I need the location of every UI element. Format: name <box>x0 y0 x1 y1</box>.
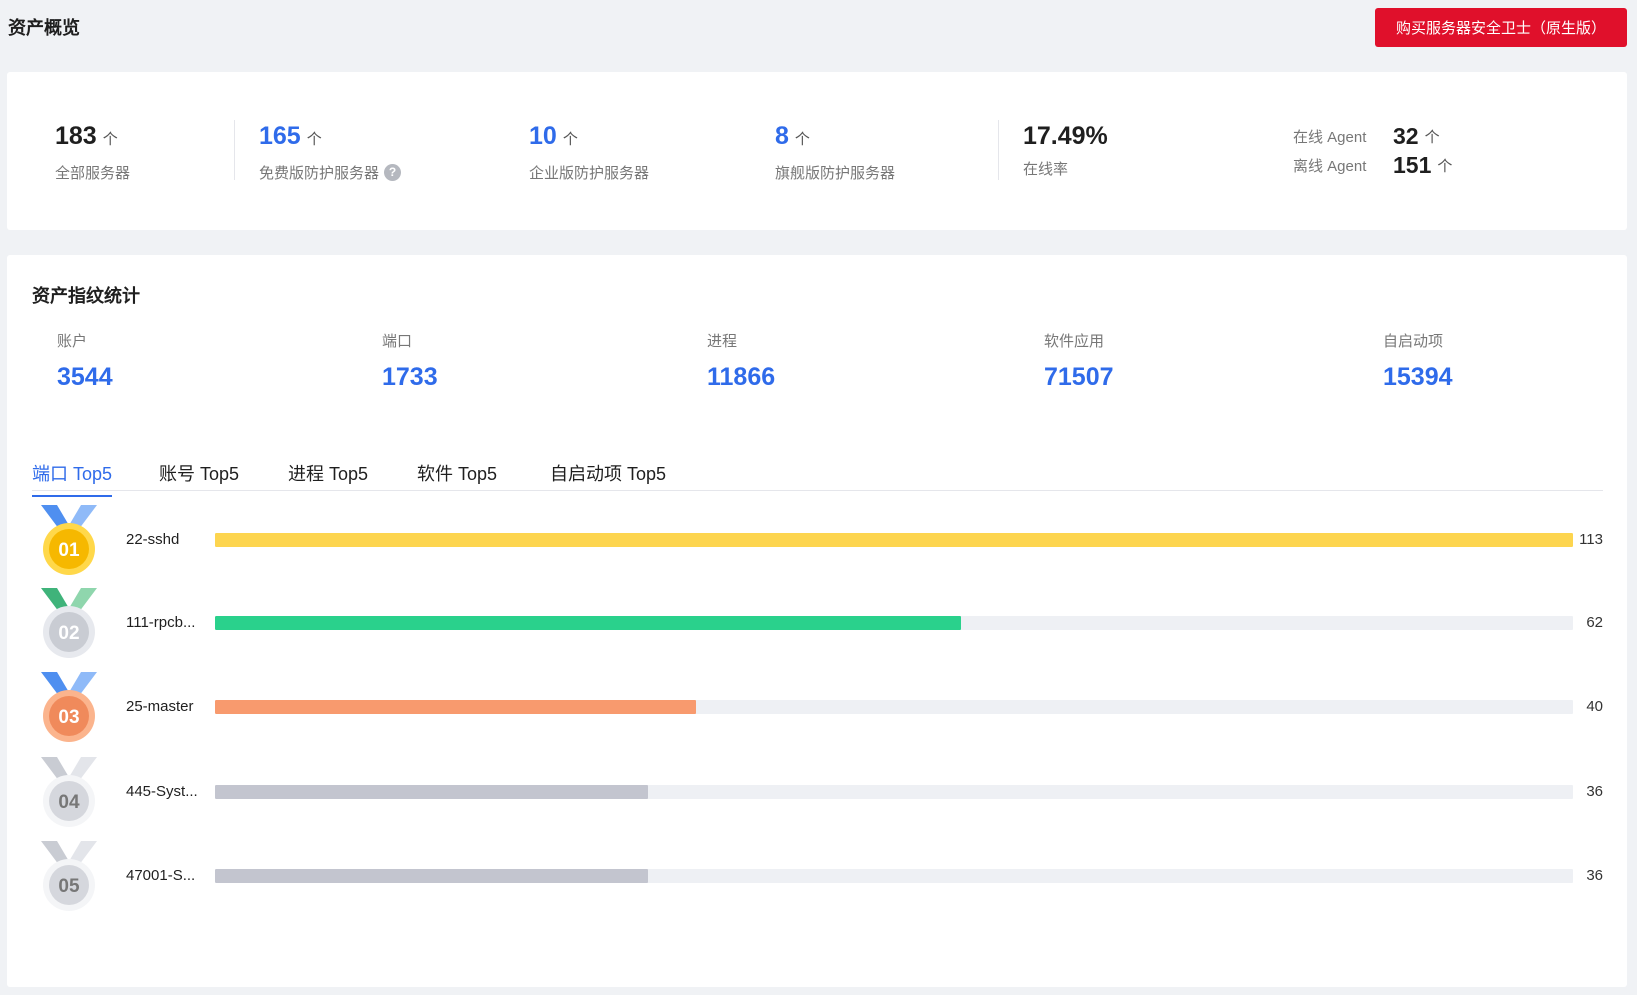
flagship-servers-unit: 个 <box>794 131 810 148</box>
stat-processes[interactable]: 进程 11866 <box>707 330 775 392</box>
ranking-bar-fill <box>215 869 649 883</box>
asset-fingerprint-card: 资产指纹统计 账户 3544 端口 1733 进程 11866 软件应用 715… <box>7 255 1627 987</box>
svg-text:03: 03 <box>58 707 79 728</box>
online-agent-label: 在线 Agent <box>1293 129 1367 146</box>
help-icon[interactable]: ? <box>384 164 402 181</box>
stat-label: 账户 <box>57 333 88 350</box>
offline-agent-row[interactable]: 离线 Agent 151 个 <box>1293 151 1452 180</box>
stat-value: 71507 <box>1044 363 1114 391</box>
stat-value: 11866 <box>707 363 776 391</box>
medal-05-icon: 05 <box>32 839 106 915</box>
total-servers-stat[interactable]: 183 个 全部服务器 <box>55 122 130 183</box>
total-servers-unit: 个 <box>102 131 118 148</box>
offline-agent-value: 151 <box>1393 152 1432 178</box>
svg-text:05: 05 <box>58 876 80 897</box>
ranking-count: 62 <box>1586 614 1603 631</box>
buy-security-guard-button[interactable]: 购买服务器安全卫士（原生版） <box>1375 8 1627 47</box>
ranking-count: 36 <box>1586 783 1603 800</box>
page-title: 资产概览 <box>8 18 80 38</box>
stat-software[interactable]: 软件应用 71507 <box>1044 330 1114 392</box>
medal-02-icon: 02 <box>32 586 106 662</box>
ranking-count: 40 <box>1586 698 1603 715</box>
enterprise-servers-stat[interactable]: 10 个 企业版防护服务器 <box>529 122 649 183</box>
flagship-servers-label: 旗舰版防护服务器 <box>775 165 896 182</box>
agent-status: 在线 Agent 32 个 离线 Agent 151 个 <box>1293 122 1452 180</box>
ranking-row: 05 47001-S... 36 <box>32 839 1603 915</box>
ranking-row: 01 22-sshd 113 <box>32 503 1603 579</box>
ranking-bar-track <box>215 533 1573 547</box>
svg-text:01: 01 <box>58 540 80 561</box>
total-servers-value: 183 <box>55 122 97 150</box>
offline-agent-label: 离线 Agent <box>1293 158 1367 175</box>
free-servers-stat[interactable]: 165 个 免费版防护服务器? <box>259 122 402 183</box>
ranking-row: 02 111-rpcb... 62 <box>32 586 1603 662</box>
stat-accounts[interactable]: 账户 3544 <box>57 330 113 392</box>
online-agent-unit: 个 <box>1424 129 1440 146</box>
ranking-row: 04 445-Syst... 36 <box>32 755 1603 831</box>
stat-value: 15394 <box>1383 363 1453 391</box>
stat-label: 进程 <box>707 333 738 350</box>
divider <box>998 120 999 180</box>
online-agent-row[interactable]: 在线 Agent 32 个 <box>1293 122 1452 151</box>
asset-overview-card: 183 个 全部服务器 165 个 免费版防护服务器? 10 个 企业版防护服务器 8… <box>7 72 1627 230</box>
divider <box>234 120 235 180</box>
free-servers-label: 免费版防护服务器 <box>259 165 380 182</box>
online-rate-value: 17.49% <box>1023 122 1108 150</box>
online-rate-label: 在线率 <box>1023 161 1069 178</box>
ranking-bar-track <box>215 700 1573 714</box>
tab-process-top5[interactable]: 进程 Top5 <box>288 464 369 484</box>
top5-tabs: 端口 Top5 账号 Top5 进程 Top5 软件 Top5 自启动项 Top… <box>32 450 1603 497</box>
ranking-name[interactable]: 25-master <box>126 698 194 715</box>
offline-agent-unit: 个 <box>1437 158 1453 175</box>
online-agent-value: 32 <box>1393 123 1419 149</box>
ranking-count: 113 <box>1579 531 1603 548</box>
enterprise-servers-value: 10 <box>529 122 557 150</box>
stat-value: 1733 <box>382 363 438 391</box>
ranking-row: 03 25-master 40 <box>32 670 1603 746</box>
ranking-count: 36 <box>1586 867 1603 884</box>
ranking-bar-track <box>215 616 1573 630</box>
ranking-bar-fill <box>215 616 961 630</box>
medal-04-icon: 04 <box>32 755 106 831</box>
ranking-name[interactable]: 445-Syst... <box>126 783 198 800</box>
stat-ports[interactable]: 端口 1733 <box>382 330 438 392</box>
stat-value: 3544 <box>57 363 113 391</box>
stat-label: 自启动项 <box>1383 333 1444 350</box>
enterprise-servers-label: 企业版防护服务器 <box>529 165 650 182</box>
ranking-bar-track <box>215 869 1573 883</box>
enterprise-servers-unit: 个 <box>562 131 578 148</box>
stat-startup-items[interactable]: 自启动项 15394 <box>1383 330 1453 392</box>
fingerprint-title: 资产指纹统计 <box>32 286 140 306</box>
tab-software-top5[interactable]: 软件 Top5 <box>417 464 498 484</box>
svg-text:02: 02 <box>58 623 79 644</box>
ranking-bar-fill <box>215 700 696 714</box>
flagship-servers-value: 8 <box>775 122 789 150</box>
tab-startup-top5[interactable]: 自启动项 Top5 <box>550 464 667 484</box>
stat-label: 软件应用 <box>1044 333 1105 350</box>
ranking-name[interactable]: 111-rpcb... <box>126 614 196 631</box>
medal-01-icon: 01 <box>32 503 106 579</box>
ranking-bar-fill <box>215 533 1573 547</box>
tab-account-top5[interactable]: 账号 Top5 <box>159 464 240 484</box>
total-servers-label: 全部服务器 <box>55 165 131 182</box>
stat-label: 端口 <box>382 333 413 350</box>
tab-port-top5[interactable]: 端口 Top5 <box>32 460 113 497</box>
ranking-name[interactable]: 22-sshd <box>126 531 180 548</box>
online-rate-stat: 17.49% 在线率 <box>1023 122 1108 179</box>
ranking-bar-track <box>215 785 1573 799</box>
free-servers-unit: 个 <box>306 131 322 148</box>
svg-text:04: 04 <box>58 792 80 813</box>
ranking-name[interactable]: 47001-S... <box>126 867 196 884</box>
medal-03-icon: 03 <box>32 670 106 746</box>
ranking-bar-fill <box>215 785 649 799</box>
free-servers-value: 165 <box>259 122 301 150</box>
